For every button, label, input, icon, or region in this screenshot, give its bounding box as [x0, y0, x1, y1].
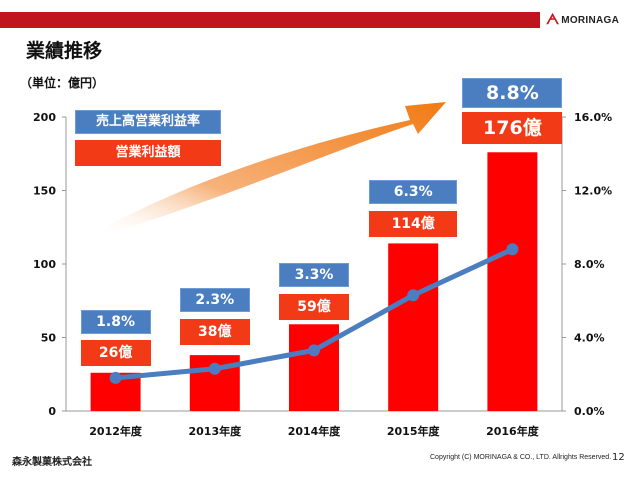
- x-tick-label: 2014年度: [288, 424, 342, 438]
- bars: [90, 152, 538, 411]
- logo-text: MORINAGA: [561, 14, 620, 26]
- x-tick-label: 2013年度: [188, 424, 242, 438]
- bar: [487, 152, 538, 411]
- y-tick-label: 200: [33, 111, 56, 124]
- x-tick-label: 2015年度: [387, 424, 441, 438]
- margin-point: [308, 344, 320, 357]
- y2-tick-label: 0.0%: [574, 405, 605, 418]
- margin-label: 6.3%: [369, 180, 458, 204]
- unit-label: （単位：億円）: [20, 76, 105, 90]
- margin-point: [109, 371, 122, 384]
- morinaga-logo: ᗅ MORINAGA: [546, 11, 619, 29]
- profit-label: 176億: [462, 112, 563, 144]
- bar: [388, 243, 439, 411]
- margin-label: 8.8%: [462, 78, 563, 108]
- margin-label: 2.3%: [179, 288, 250, 312]
- margin-line: [109, 243, 519, 384]
- x-tick-label: 2016年度: [486, 424, 540, 438]
- header-bar: [0, 12, 540, 28]
- margin-label: 1.8%: [80, 310, 151, 334]
- y2-tick-label: 16.0%: [574, 111, 612, 124]
- growth-arrow: [96, 102, 446, 236]
- tick-labels: 0 50 100 150 200 0.0% 4.0% 8.0% 12.0% 16.0% 2012年度…: [33, 111, 612, 438]
- y-tick-label: 50: [41, 332, 57, 345]
- angel-mark-icon: ᗅ: [546, 12, 560, 28]
- page-title: 業績推移: [26, 40, 103, 62]
- profit-label: 38億: [179, 319, 250, 345]
- y-tick-label: 100: [33, 258, 56, 271]
- y-tick-label: 0: [48, 405, 56, 418]
- margin-point: [506, 243, 519, 256]
- margin-point: [208, 362, 221, 375]
- company-name: 森永製菓株式会社: [12, 457, 92, 468]
- bar: [289, 324, 339, 411]
- copyright: Copyright (C) MORINAGA & CO., LTD. Allri…: [430, 454, 612, 461]
- y-tick-label: 150: [33, 185, 56, 198]
- y2-tick-label: 4.0%: [574, 332, 605, 345]
- profit-label: 26億: [80, 340, 151, 366]
- y2-tick-label: 8.0%: [574, 258, 605, 271]
- profit-label: 59億: [279, 294, 349, 320]
- legend-profit: 営業利益額: [75, 140, 221, 166]
- page-number: 12: [612, 452, 625, 463]
- margin-label: 3.3%: [279, 263, 349, 287]
- y2-tick-label: 12.0%: [574, 185, 612, 198]
- legend-margin: 売上高営業利益率: [75, 110, 221, 134]
- profit-label: 114億: [369, 211, 458, 237]
- margin-point: [407, 289, 420, 302]
- x-tick-label: 2012年度: [89, 424, 143, 438]
